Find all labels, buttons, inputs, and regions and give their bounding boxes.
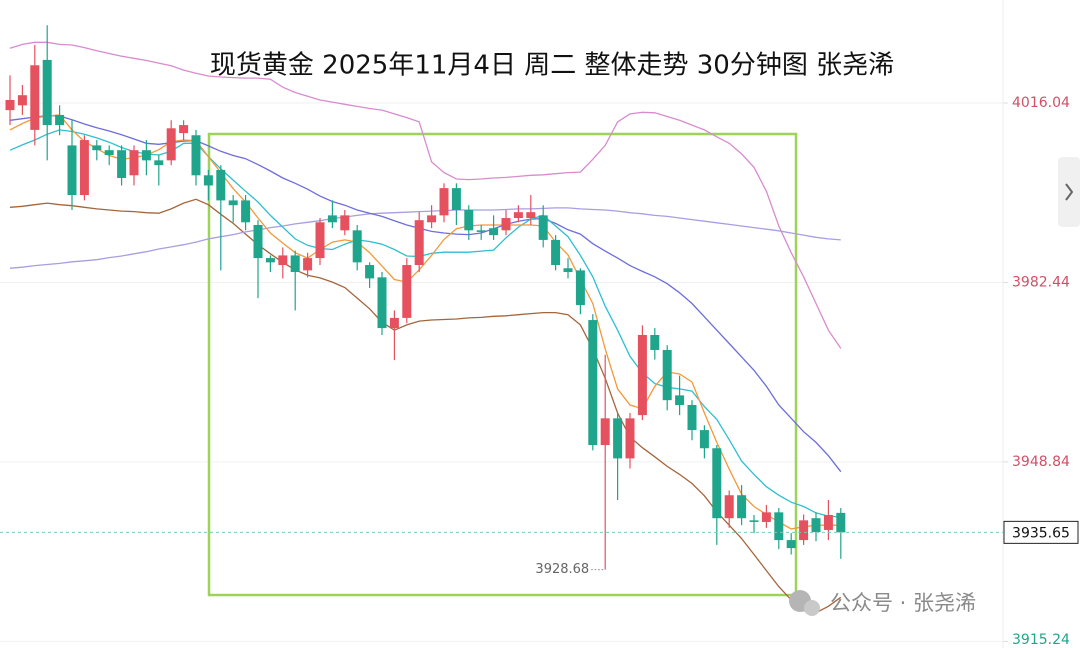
y-tick-label: 3948.84 — [1012, 454, 1070, 470]
side-toggle[interactable] — [1058, 157, 1080, 227]
candle-body — [5, 99, 15, 111]
candle-body — [662, 349, 672, 401]
candle-body — [427, 215, 437, 223]
candle-body — [42, 59, 52, 126]
candle-body — [141, 150, 151, 161]
candle-body — [265, 258, 275, 263]
candle-body — [154, 160, 164, 166]
candles — [5, 25, 846, 570]
candle-body — [637, 335, 647, 416]
candle-body — [786, 540, 796, 549]
candle-body — [501, 218, 511, 231]
candle-body — [17, 95, 27, 106]
watermark: 公众号 · 张尧浠 — [789, 590, 976, 616]
candle-body — [241, 200, 251, 223]
candle-body — [179, 125, 189, 134]
candle-body — [216, 169, 226, 201]
candle-body — [55, 114, 65, 126]
candle-body — [67, 145, 77, 196]
y-tick-label: 4016.04 — [1012, 95, 1070, 111]
candle-body — [327, 215, 337, 223]
indicator-line — [9, 114, 842, 473]
candle-body — [575, 270, 585, 306]
candle-body — [489, 228, 499, 236]
candle-body — [451, 188, 461, 211]
candle-body — [712, 448, 722, 519]
chevron — [1065, 183, 1074, 201]
candle-body — [166, 128, 176, 161]
candle-body — [476, 230, 486, 232]
candle-body — [315, 222, 325, 259]
low-annotation: 3928.68 — [535, 562, 589, 577]
candle-body — [228, 200, 238, 206]
candle-body — [414, 220, 424, 266]
candle-body — [811, 518, 821, 533]
candle-body — [439, 188, 449, 216]
candle-body — [774, 512, 784, 541]
candle-body — [377, 277, 387, 329]
candle-body — [650, 335, 660, 350]
watermark-icon — [804, 600, 820, 616]
candle-body — [365, 265, 375, 279]
candle-body — [290, 255, 300, 272]
last-price-box — [1003, 520, 1079, 544]
candle-body — [30, 65, 40, 130]
candle-body — [600, 418, 610, 446]
candle-body — [551, 239, 561, 266]
candle-body — [92, 145, 102, 151]
overlay: 3928.68 3935.65 — [0, 520, 1079, 577]
chart-title: 现货黄金 2025年11月4日 周二 整体走势 30分钟图 张尧浠 — [210, 51, 894, 81]
y-tick-label: 3915.24 — [1012, 632, 1070, 648]
candle-body — [724, 495, 734, 519]
candle-body — [836, 512, 846, 533]
y-tick-label: 3982.44 — [1012, 274, 1070, 290]
candle-body — [389, 317, 399, 329]
candle-body — [699, 430, 709, 449]
candle-body — [737, 495, 747, 519]
candle-body — [513, 212, 523, 219]
grid: 4016.04 3982.44 3948.84 3915.24 — [0, 95, 1070, 648]
candle-body — [278, 255, 288, 266]
candle-body — [203, 175, 213, 186]
candle-body — [352, 230, 362, 263]
indicator-line — [9, 41, 842, 349]
candle-body — [823, 515, 833, 530]
candle-body — [538, 215, 548, 240]
candle-body — [191, 135, 201, 176]
candle-body — [613, 418, 623, 459]
candle-body — [687, 404, 697, 431]
candle-body — [104, 150, 114, 156]
candle-body — [340, 215, 350, 231]
candle-body — [402, 265, 412, 318]
candle-body — [129, 150, 139, 176]
last-price-label: 3935.65 — [1012, 525, 1070, 541]
candle-body — [588, 320, 598, 446]
indicator-line — [9, 207, 841, 269]
candle-body — [749, 520, 759, 522]
candle-body — [675, 395, 685, 405]
candle-body — [117, 150, 127, 178]
candle-body — [625, 418, 635, 459]
candle-body — [253, 224, 263, 259]
candle-body — [303, 258, 313, 271]
side-toggle-button[interactable] — [1058, 157, 1080, 227]
candle-body — [79, 140, 89, 196]
watermark-text: 公众号 · 张尧浠 — [830, 591, 976, 615]
indicator-line — [9, 198, 842, 614]
candle-body — [563, 268, 573, 272]
candle-body — [464, 210, 474, 231]
candle-body — [761, 512, 771, 522]
range-box — [207, 132, 798, 597]
candle-body — [799, 520, 809, 541]
candle-body — [526, 212, 536, 219]
